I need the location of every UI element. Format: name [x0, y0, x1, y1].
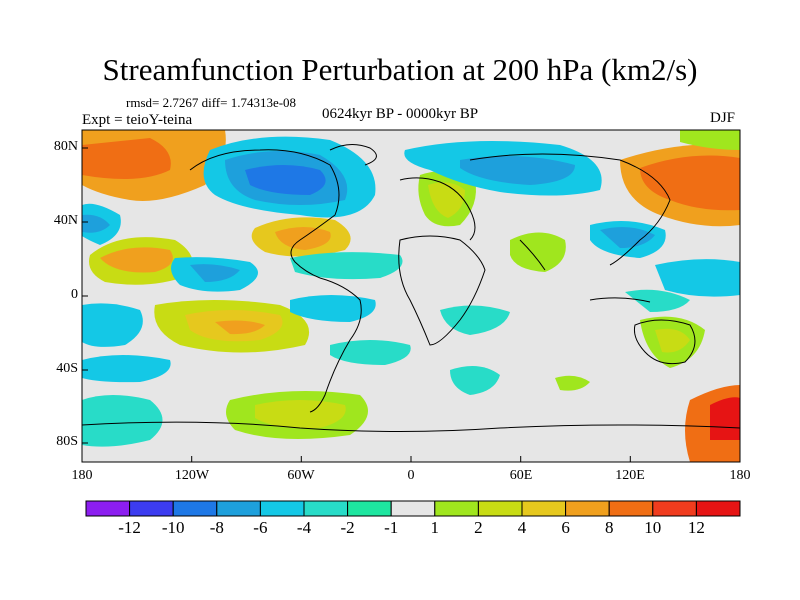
- colorbar-label: -10: [161, 518, 185, 537]
- colorbar-swatch: [216, 500, 261, 517]
- lon-label-60w: 60W: [287, 468, 315, 483]
- colorbar-label: 8: [604, 518, 614, 537]
- map-title: Streamfunction Perturbation at 200 hPa (…: [102, 52, 698, 87]
- colorbar-label: -8: [209, 518, 224, 537]
- land-outlines: [82, 144, 740, 432]
- contour-fills: [82, 130, 740, 462]
- colorbar-swatch: [347, 500, 392, 517]
- colorbar-swatch: [521, 500, 567, 517]
- lat-label-40s: 40S: [56, 361, 78, 376]
- lat-label-40n: 40N: [53, 213, 78, 228]
- colorbar-swatch: [85, 500, 131, 517]
- colorbar-label: -4: [296, 518, 312, 537]
- colorbar-swatch: [172, 500, 218, 517]
- lon-label-60e: 60E: [509, 468, 533, 483]
- colorbar-swatch: [129, 500, 174, 517]
- colorbar: [85, 500, 741, 517]
- colorbar-label: -2: [340, 518, 355, 537]
- stats-label: rmsd= 2.7267 diff= 1.74313e-08: [126, 95, 297, 110]
- colorbar-swatch: [695, 500, 741, 517]
- lat-label-0: 0: [71, 287, 78, 302]
- colorbar-label: -1: [384, 518, 399, 537]
- season-label: DJF: [710, 110, 736, 126]
- axis-ticks: [81, 147, 741, 462]
- lat-label-80s: 80S: [56, 434, 78, 449]
- colorbar-label: 12: [687, 518, 705, 537]
- colorbar-swatch: [565, 500, 610, 517]
- colorbar-swatch: [434, 500, 479, 517]
- colorbar-swatch: [390, 500, 436, 517]
- colorbar-label: 1: [430, 518, 440, 537]
- colorbar-swatch: [303, 500, 349, 517]
- colorbar-label: 4: [517, 518, 527, 537]
- colorbar-swatch: [652, 500, 697, 517]
- lon-label-120e: 120E: [615, 468, 645, 483]
- lon-label-180e: 180: [729, 468, 751, 483]
- colorbar-label: 6: [561, 518, 570, 537]
- colorbar-swatch: [259, 500, 305, 517]
- map-plot: [82, 130, 740, 462]
- colorbar-swatch: [477, 500, 523, 517]
- colorbar-label: -12: [118, 518, 141, 537]
- lon-label-180w: 180: [71, 468, 93, 483]
- lat-label-80n: 80N: [53, 139, 78, 154]
- colorbar-label: -6: [253, 518, 268, 537]
- colorbar-label: 2: [474, 518, 483, 537]
- colorbar-label: 10: [644, 518, 662, 537]
- lon-label-0: 0: [407, 468, 415, 483]
- period-label: 0624kyr BP - 0000kyr BP: [322, 106, 479, 122]
- experiment-label: Expt = teioY-teina: [82, 112, 193, 128]
- colorbar-swatch: [608, 500, 654, 517]
- lon-label-120w: 120W: [174, 468, 210, 483]
